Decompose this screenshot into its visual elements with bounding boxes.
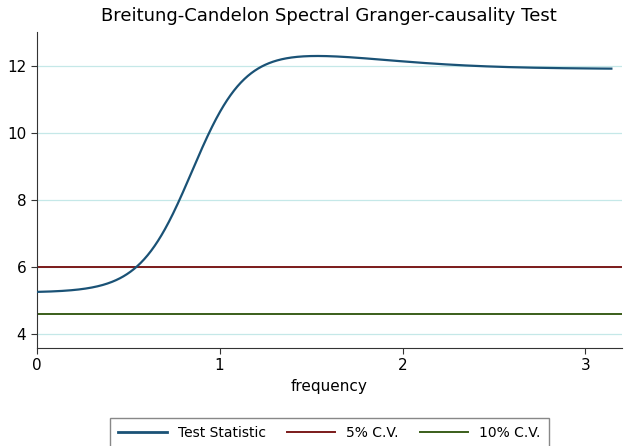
Legend: Test Statistic, 5% C.V., 10% C.V.: Test Statistic, 5% C.V., 10% C.V. [109, 418, 549, 446]
X-axis label: frequency: frequency [291, 379, 368, 394]
Title: Breitung-Candelon Spectral Granger-causality Test: Breitung-Candelon Spectral Granger-causa… [101, 7, 557, 25]
